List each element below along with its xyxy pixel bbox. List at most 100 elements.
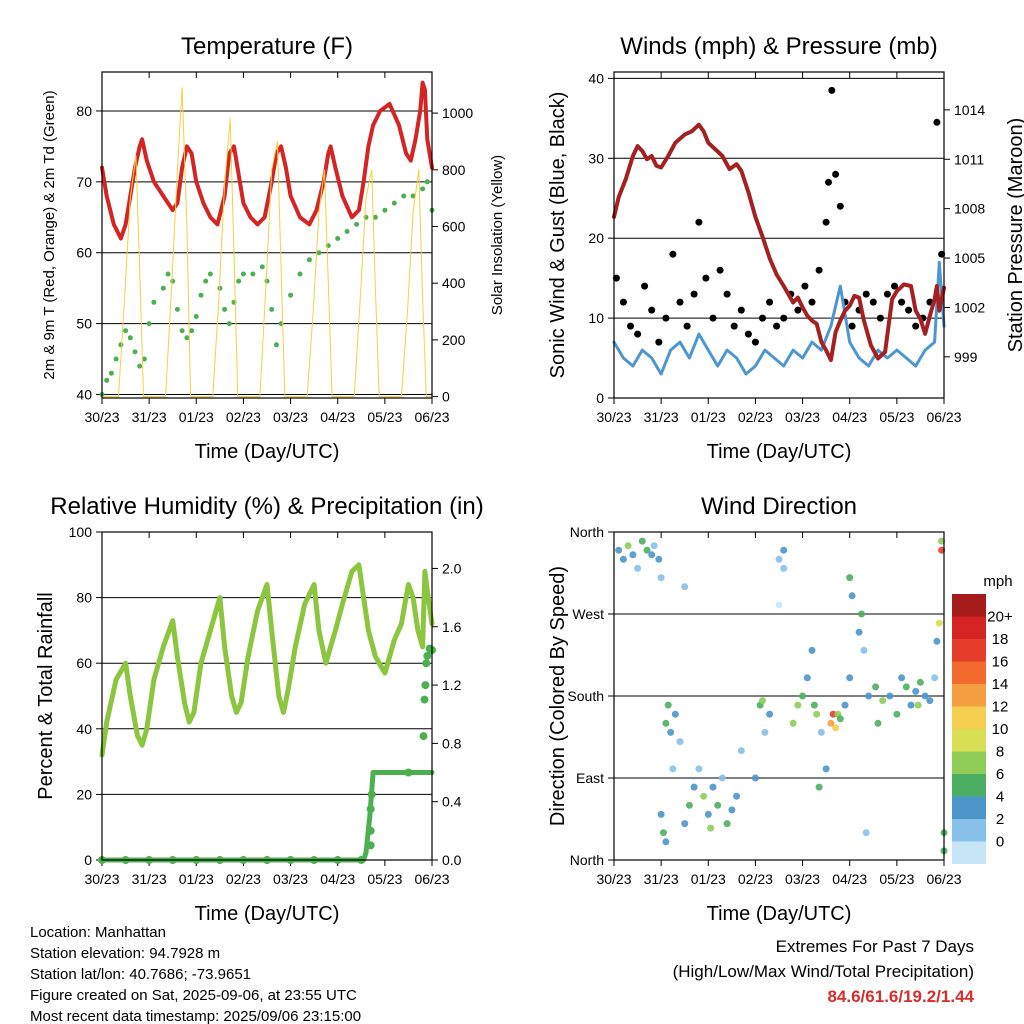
humidity-xlabel: Time (Day/UTC) (195, 903, 340, 925)
temperature-ytick-right-label: 600 (442, 218, 466, 234)
temperature-xtick-label: 30/23 (84, 409, 119, 425)
humidity-point (367, 790, 376, 799)
temperature-ylabel: 2m & 9m T (Red, Orange) & 2m Td (Green) (41, 90, 58, 379)
direction-point (914, 701, 922, 709)
speed-legend-label: 16 (992, 654, 1009, 671)
winds-series-station-pressure (612, 122, 946, 363)
direction-point (813, 710, 821, 718)
temperature-point (141, 356, 147, 362)
temperature-point (160, 285, 166, 291)
winds-ytick-label: 20 (588, 230, 604, 246)
temperature-point (363, 214, 369, 220)
temperature-xtick-label: 03/23 (273, 409, 308, 425)
direction-xtick-label: 30/23 (596, 871, 631, 887)
direction-point (935, 619, 943, 627)
direction-point (926, 697, 934, 705)
speed-legend-swatch (952, 684, 986, 707)
winds-point (676, 298, 684, 306)
direction-ylabel: Direction (Colored By Speed) (547, 566, 569, 826)
direction-point (848, 592, 856, 600)
temperature-point (118, 342, 124, 348)
direction-point (655, 555, 663, 563)
direction-point (700, 792, 708, 800)
temperature-xtick-label: 02/23 (226, 409, 261, 425)
temperature-point (354, 221, 360, 227)
humidity-ytick-label: 100 (69, 524, 93, 540)
humidity-series-relative-humidity (99, 562, 435, 758)
direction-point (817, 728, 825, 736)
direction-point (860, 646, 868, 654)
temperature-xlabel: Time (Day/UTC) (195, 441, 340, 463)
winds-point (662, 314, 670, 322)
humidity-ylabel: Percent & Total Rainfall (35, 592, 57, 800)
speed-legend-swatch (952, 661, 986, 684)
temperature-point (288, 292, 294, 298)
winds-ytick-right-label: 1005 (954, 250, 985, 266)
winds-point (825, 178, 832, 186)
humidity-ytick-right-label: 0.8 (442, 735, 462, 751)
winds-frame (613, 71, 945, 399)
winds-point (612, 274, 620, 282)
direction-point (775, 555, 783, 563)
winds-point (690, 290, 698, 298)
temperature-series-solar-insolation (101, 87, 433, 398)
direction-point (681, 820, 689, 828)
temperature-point (424, 179, 430, 185)
winds-series-sonic-wind (612, 260, 946, 376)
direction-point (858, 610, 865, 618)
direction-point (810, 701, 818, 709)
winds-point (641, 282, 649, 290)
humidity-point (422, 659, 431, 668)
direction-point (822, 765, 830, 773)
winds-xtick-label: 02/23 (738, 409, 773, 425)
temperature-ytick-right-label: 400 (442, 275, 466, 291)
winds-ytick-right-label: 999 (954, 349, 978, 365)
humidity-point (419, 732, 428, 741)
temperature-ytick-right-label: 200 (442, 332, 466, 348)
temperature-point (179, 328, 185, 334)
winds-point (702, 274, 710, 282)
winds-point (619, 298, 627, 306)
temperature-point (273, 342, 279, 348)
temperature-frame (101, 71, 433, 399)
winds-title: Winds (mph) & Pressure (mb) (620, 33, 937, 60)
recent-timestamp-text: Most recent data timestamp: 2025/09/06 2… (30, 1008, 362, 1024)
temperature-point (391, 200, 397, 206)
temperature-point (207, 271, 213, 277)
humidity-title: Relative Humidity (%) & Precipitation (i… (50, 493, 483, 520)
temperature-ytick-label: 60 (76, 245, 92, 261)
temperature-point (264, 278, 270, 284)
direction-point (865, 692, 873, 700)
direction-point (855, 628, 863, 636)
direction-xlabel: Time (Day/UTC) (707, 903, 852, 925)
humidity-xtick-label: 01/23 (179, 871, 214, 887)
direction-point (836, 715, 844, 723)
direction-point (657, 574, 665, 582)
humidity-point (366, 826, 375, 835)
winds-ytick-right-label: 1014 (954, 102, 985, 118)
speed-legend-swatch (952, 796, 986, 819)
created-text: Figure created on Sat, 2025-09-06, at 23… (30, 987, 357, 1004)
direction-point (832, 724, 840, 732)
direction-xtick-label: 04/23 (832, 871, 867, 887)
humidity-ytick-right-label: 1.2 (442, 677, 462, 693)
direction-point (794, 701, 802, 709)
direction-point (690, 783, 698, 791)
humidity-ytick-right-label: 1.6 (442, 619, 462, 635)
speed-legend-label: 0 (996, 834, 1004, 851)
extremes-panel: Extremes For Past 7 Days (High/Low/Max W… (673, 934, 974, 1009)
temperature-point (165, 271, 171, 277)
direction-point (704, 810, 712, 818)
speed-legend-label: 4 (996, 789, 1004, 806)
direction-point (718, 774, 726, 782)
winds-point (828, 86, 836, 94)
temperature-point (269, 306, 275, 312)
humidity-point (366, 805, 375, 813)
direction-ytick-label: West (572, 606, 604, 622)
direction-point (662, 719, 670, 727)
speed-legend-swatch (952, 706, 986, 729)
winds-xtick-label: 31/23 (644, 409, 679, 425)
humidity-ytick-label: 0 (84, 852, 92, 868)
direction-point (902, 683, 910, 691)
